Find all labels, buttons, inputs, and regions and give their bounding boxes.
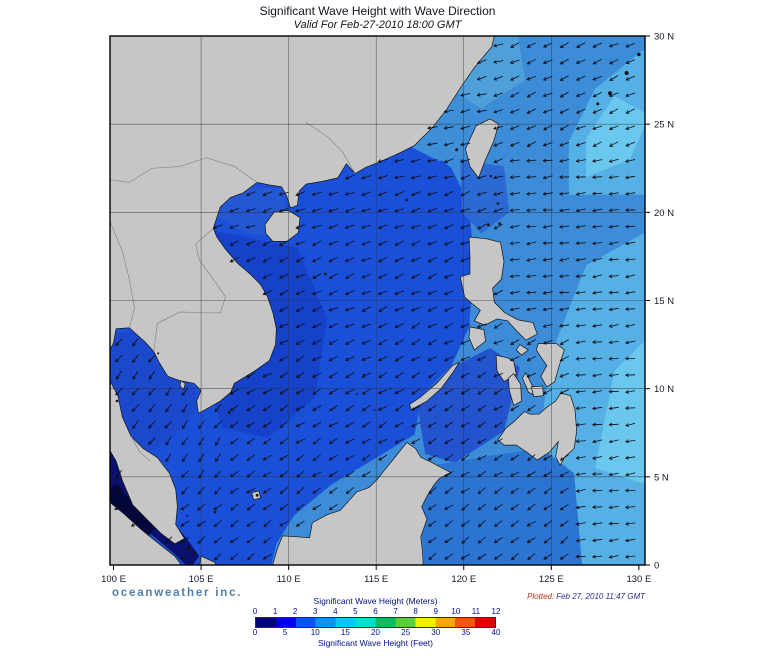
plotted-label: Plotted:	[527, 592, 555, 601]
country-border-line	[110, 220, 135, 328]
colorbar-title-feet: Significant Wave Height (Feet)	[318, 638, 433, 648]
small-island-dot	[373, 409, 376, 411]
colorbar-feet-tick: 30	[431, 628, 441, 637]
land-china-indochina	[110, 36, 495, 414]
lon-tick-label: 100 E	[101, 574, 126, 585]
colorbar-feet-tick: 10	[310, 628, 320, 637]
land-hainan	[264, 210, 301, 242]
colorbar-feet-tick: 5	[282, 628, 288, 637]
colorbar-meters-tick: 1	[272, 607, 278, 616]
small-island-dot	[255, 493, 259, 497]
lon-tick-label: 130 E	[626, 574, 651, 585]
colorbar-meters-tick: 4	[333, 607, 338, 616]
ocean-malacca-core	[110, 483, 156, 541]
ocean-celebes-sea	[420, 448, 583, 565]
small-island-dot	[455, 148, 459, 152]
land-samar-leyte	[536, 343, 565, 388]
country-border-line	[153, 227, 226, 352]
small-island-dot	[186, 514, 189, 517]
lon-tick-label: 120 E	[451, 574, 476, 585]
land-taiwan	[465, 118, 500, 179]
small-island-dot	[213, 510, 217, 514]
colorbar-meters-tick: 3	[313, 607, 318, 616]
lat-tick-label: 0	[654, 561, 659, 572]
ocean-pacific-lighter	[595, 340, 645, 485]
colorbar-title-meters: Significant Wave Height (Meters)	[313, 596, 438, 606]
colorbar-feet-tick: 35	[461, 628, 471, 637]
chart-title: Significant Wave Height with Wave Direct…	[259, 4, 496, 18]
lon-tick-label: 115 E	[364, 574, 388, 585]
lat-tick-label: 10 N	[654, 384, 674, 395]
colorbar-feet-ticks: 0 5 10 15 20 25 30 35 40	[252, 628, 501, 638]
small-island-dot	[157, 352, 160, 355]
chart-header: Significant Wave Height with Wave Direct…	[0, 5, 755, 32]
land-mindoro	[468, 326, 486, 351]
colorbar-meters-tick: 0	[252, 607, 258, 616]
land-mindanao	[497, 392, 578, 467]
lat-tick-label: 15 N	[654, 296, 674, 307]
oceanweather-logo: oceanweather inc.	[112, 587, 243, 599]
colorbar-feet-tick: 25	[401, 628, 411, 637]
land-cebu	[522, 372, 536, 397]
lon-tick-label: 105 E	[189, 574, 214, 585]
colorbar-meters-tick: 9	[433, 607, 438, 616]
lon-tick-label: 110 E	[277, 574, 301, 585]
ocean-luzon-strait	[460, 159, 510, 234]
small-island-dot	[637, 52, 641, 57]
small-island-dot	[324, 272, 327, 276]
small-island-dot	[624, 71, 629, 75]
colorbar-gradient-bar	[255, 617, 496, 628]
country-border-line	[110, 157, 258, 183]
land-borneo	[272, 441, 452, 565]
lat-tick-label: 30 N	[654, 32, 674, 43]
country-border-line	[130, 436, 151, 462]
colorbar-meters-tick: 11	[471, 607, 481, 616]
small-island-dot	[356, 393, 358, 395]
small-island-dot	[185, 546, 190, 551]
small-island-dot	[496, 202, 500, 205]
colorbar-meters-tick: 6	[373, 607, 378, 616]
land-palawan	[409, 361, 461, 411]
colorbar-feet-tick: 15	[340, 628, 350, 637]
small-island-dot	[498, 222, 501, 226]
small-island-dot	[486, 223, 490, 227]
land-bohol	[530, 385, 544, 397]
map-canvas	[110, 36, 645, 565]
colorbar-meters-tick: 12	[491, 607, 501, 616]
small-island-dot	[115, 399, 119, 403]
colorbar-meters-tick: 2	[292, 607, 298, 616]
colorbar-feet-tick: 40	[491, 628, 501, 637]
land-sumatra	[110, 501, 182, 565]
lat-tick-label: 25 N	[654, 120, 674, 131]
colorbar-meters-tick: 7	[393, 607, 398, 616]
land-panay	[495, 354, 517, 383]
small-island-dot	[489, 175, 493, 178]
small-island-dot	[227, 411, 231, 414]
lon-tick-label: 125 E	[539, 574, 564, 585]
small-island-dot	[193, 551, 197, 555]
colorbar-meters-tick: 5	[353, 607, 358, 616]
land-negros	[508, 373, 522, 406]
colorbar-meters-ticks: 0 1 2 3 4 5 6 7 8 9 10 11 12	[252, 607, 501, 617]
land-masbate	[515, 344, 530, 356]
plotted-timestamp: Plotted: Feb 27, 2010 11:47 GMT	[490, 592, 645, 601]
country-border-line	[305, 122, 356, 174]
lat-tick-label: 5 N	[654, 472, 669, 483]
small-island-dot	[405, 198, 409, 202]
colorbar-meters-tick: 10	[451, 607, 461, 616]
ocean-pacific-lighter	[586, 96, 645, 178]
lat-tick-label: 20 N	[654, 208, 674, 219]
small-island-dot	[608, 91, 612, 96]
wave-direction-arrows	[114, 42, 636, 561]
colorbar-feet-tick: 0	[252, 628, 258, 637]
small-island-dot	[596, 102, 600, 106]
plotted-value: Feb 27, 2010 11:47 GMT	[556, 592, 645, 601]
colorbar-meters-tick: 8	[413, 607, 418, 616]
land-phu-quoc	[179, 380, 186, 391]
chart-valid-time: Valid For Feb-27-2010 18:00 GMT	[293, 19, 462, 31]
colorbar-feet-tick: 20	[371, 628, 380, 637]
